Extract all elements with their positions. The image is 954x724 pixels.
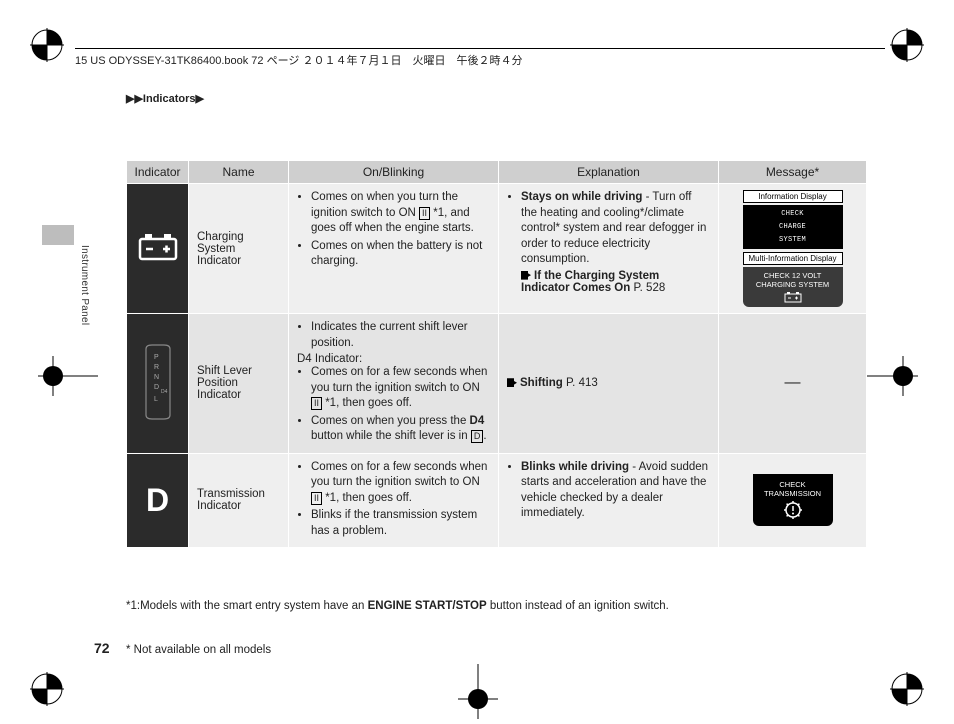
list-item: Comes on when the battery is not chargin… xyxy=(311,239,490,270)
col-message: Message* xyxy=(719,161,867,184)
battery-icon xyxy=(784,291,802,303)
breadcrumb: ▶▶Indicators▶ xyxy=(126,92,204,105)
list-item: Comes on when you press the D4 button wh… xyxy=(311,414,490,445)
col-explanation: Explanation xyxy=(499,161,719,184)
reg-cross xyxy=(858,346,918,406)
list-item: Stays on while driving - Turn off the he… xyxy=(521,190,710,268)
svg-text:D4: D4 xyxy=(161,389,168,395)
reg-cross xyxy=(448,664,508,724)
transmission-display: CHECK TRANSMISSION xyxy=(753,474,833,526)
side-tab xyxy=(42,225,74,245)
table-row: D Transmission Indicator Comes on for a … xyxy=(127,453,867,548)
table-row: P R N D D4 L Shift Lever Position Indica… xyxy=(127,314,867,454)
list-item: Comes on for a few seconds when you turn… xyxy=(311,365,490,412)
mid-display: CHECK 12 VOLT CHARGING SYSTEM xyxy=(743,267,843,307)
list-item: Blinks while driving - Avoid sudden star… xyxy=(521,460,710,522)
doc-header: 15 US ODYSSEY-31TK86400.book 72 ページ ２０１４… xyxy=(75,48,885,68)
reference-icon xyxy=(521,271,531,280)
list-item: Comes on for a few seconds when you turn… xyxy=(311,460,490,507)
svg-text:N: N xyxy=(154,374,159,381)
svg-text:R: R xyxy=(154,364,159,371)
svg-text:D: D xyxy=(146,482,169,518)
transmission-d-icon: D xyxy=(138,479,178,519)
reg-mark xyxy=(30,28,64,62)
reg-mark xyxy=(890,28,924,62)
svg-text:D: D xyxy=(154,384,159,391)
reg-mark xyxy=(890,672,924,706)
display-label: Multi-Information Display xyxy=(743,252,843,265)
footnote-star: * Not available on all models xyxy=(126,644,271,656)
indicator-name: Charging System Indicator xyxy=(189,184,289,314)
reg-cross xyxy=(38,346,98,406)
gear-warning-icon xyxy=(783,500,803,520)
d4-label: D4 Indicator: xyxy=(297,353,490,365)
side-section-label: Instrument Panel xyxy=(79,245,90,325)
indicator-name: Shift Lever Position Indicator xyxy=(189,314,289,454)
page-number: 72 xyxy=(94,640,110,656)
shift-lever-icon: P R N D D4 L xyxy=(138,343,178,421)
battery-icon xyxy=(137,232,179,262)
svg-text:L: L xyxy=(154,396,158,403)
col-onblink: On/Blinking xyxy=(289,161,499,184)
list-item: Blinks if the transmission system has a … xyxy=(311,508,490,539)
footnote-star1: *1:Models with the smart entry system ha… xyxy=(126,600,669,612)
col-indicator: Indicator xyxy=(127,161,189,184)
indicators-table: Indicator Name On/Blinking Explanation M… xyxy=(126,160,867,548)
col-name: Name xyxy=(189,161,289,184)
reg-mark xyxy=(30,672,64,706)
list-item: Indicates the current shift lever positi… xyxy=(311,320,490,351)
indicator-name: Transmission Indicator xyxy=(189,453,289,548)
display-label: Information Display xyxy=(743,190,843,203)
reference-icon xyxy=(507,378,517,387)
list-item: Comes on when you turn the ignition swit… xyxy=(311,190,490,237)
table-row: Charging System Indicator Comes on when … xyxy=(127,184,867,314)
svg-text:P: P xyxy=(154,354,159,361)
dash: — xyxy=(785,374,801,391)
